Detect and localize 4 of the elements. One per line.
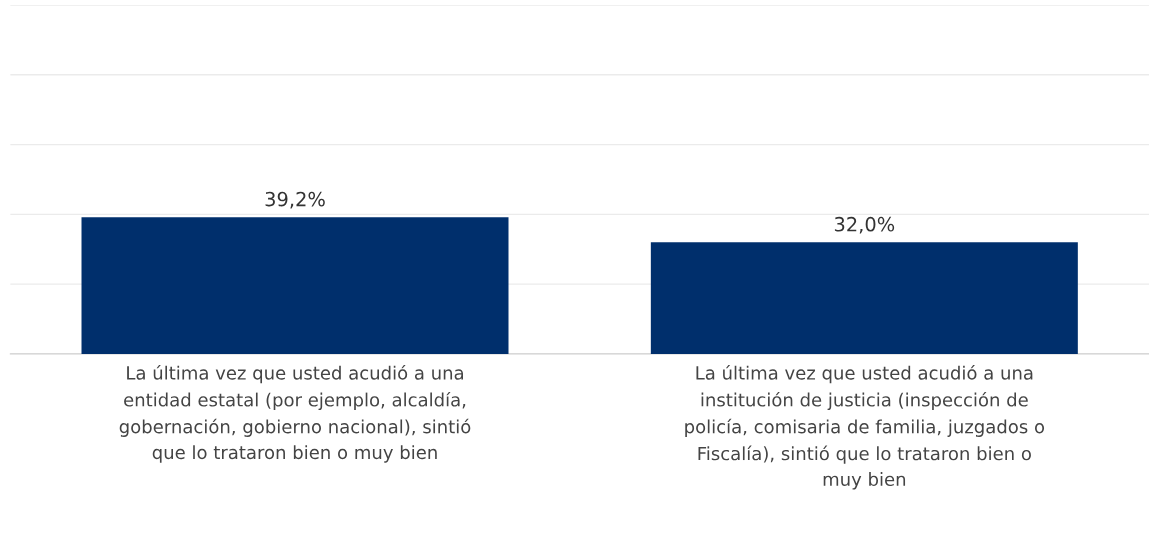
x-tick-label: La última vez que usted acudió a una institución de justicia (inspección de policía, comisaria de familia, juzgados o Fiscalía), sintió que lo trataron bien o muy bien xyxy=(685,365,1045,490)
data-label: 32,0% xyxy=(834,216,895,234)
data-label: 39,2% xyxy=(265,191,325,209)
x-tick-label: La última vez que usted acudió a una entidad estatal (por ejemplo, alcaldía, gobernación, gobierno nacional), sintió que lo trataron bien o muy bien xyxy=(119,365,471,463)
